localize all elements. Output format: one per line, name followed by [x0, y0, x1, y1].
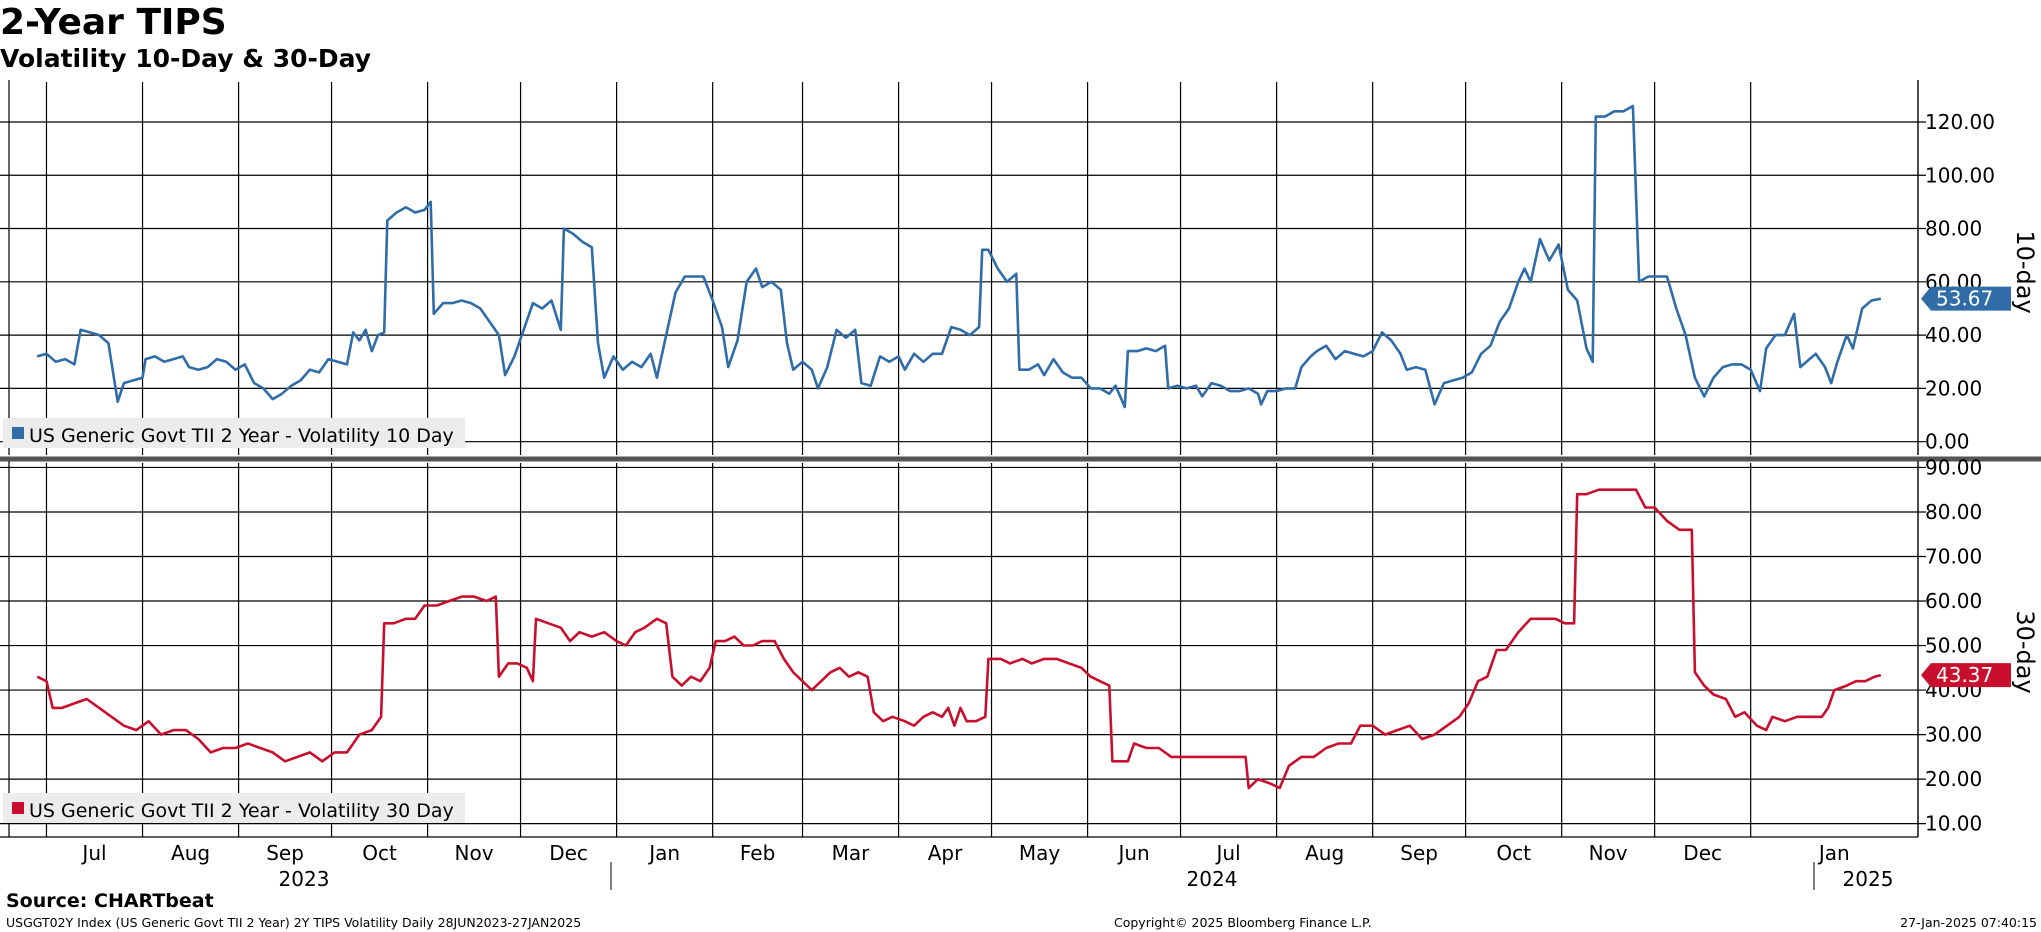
y-tick-label: 30.00 [1925, 723, 1982, 747]
x-month-label: Feb [740, 841, 775, 865]
y-tick-label: 120.00 [1925, 110, 1995, 134]
series-line-10-day [36, 104, 1882, 409]
x-month-label: Sep [266, 841, 304, 865]
x-month-label: Aug [1305, 841, 1344, 865]
footer-timestamp: 27-Jan-2025 07:40:15 [1900, 915, 2037, 930]
top-legend: US Generic Govt TII 2 Year - Volatility … [3, 418, 465, 448]
x-year-label: 2025 [1843, 867, 1894, 891]
x-axis-year-labels: 2023 2024 2025 [279, 867, 1894, 891]
bottom-last-value-text: 43.37 [1936, 663, 1993, 687]
x-axis-month-labels: Jul Aug Sep Oct Nov Dec Jan Feb Mar Apr May Jun Jul A… [80, 841, 1849, 865]
bottom-legend-label: US Generic Govt TII 2 Year - Volatility … [29, 800, 454, 822]
chart-subtitle: Volatility 10-Day & 30-Day [0, 44, 372, 73]
bottom-panel-gridlines [0, 461, 1926, 837]
x-month-label: Mar [832, 841, 871, 865]
y-tick-label: 40.00 [1925, 323, 1982, 347]
series-line-30-day [36, 488, 1882, 790]
y-tick-label: 20.00 [1925, 376, 1982, 400]
x-month-label: Jan [647, 841, 680, 865]
chart-title: 2-Year TIPS [0, 2, 227, 43]
bottom-legend: US Generic Govt TII 2 Year - Volatility … [3, 793, 465, 823]
source-label: Source: CHARTbeat [6, 890, 214, 912]
x-month-label: Oct [1496, 841, 1531, 865]
bottom-y-axis-label: 30-day [2011, 610, 2039, 693]
top-legend-background [3, 418, 465, 448]
x-month-label: Jun [1116, 841, 1149, 865]
bottom-panel-30-day: 10.0020.0030.0040.0050.0060.0070.0080.00… [0, 455, 2039, 837]
y-tick-label: 100.00 [1925, 163, 1995, 187]
x-month-label: Oct [362, 841, 397, 865]
x-month-label: Nov [455, 841, 494, 865]
y-tick-label: 0.00 [1925, 430, 1970, 454]
bottom-legend-swatch [12, 802, 24, 814]
x-month-label: May [1019, 841, 1061, 865]
y-tick-label: 70.00 [1925, 545, 1982, 569]
y-tick-label: 90.00 [1925, 455, 1982, 479]
footer-copyright: Copyright© 2025 Bloomberg Finance L.P. [1114, 915, 1372, 930]
bottom-legend-background [3, 793, 465, 823]
top-legend-swatch [12, 427, 24, 439]
x-month-label: Dec [549, 841, 588, 865]
top-legend-label: US Generic Govt TII 2 Year - Volatility … [29, 425, 454, 447]
x-month-label: Jul [80, 841, 106, 865]
x-axis: Jul Aug Sep Oct Nov Dec Jan Feb Mar Apr May Jun Jul A… [0, 836, 1918, 891]
x-month-label: Aug [171, 841, 210, 865]
x-month-label: Dec [1683, 841, 1722, 865]
top-last-value-text: 53.67 [1936, 287, 1993, 311]
y-tick-label: 10.00 [1925, 812, 1982, 836]
x-month-label: Sep [1400, 841, 1438, 865]
top-last-value-marker [1921, 286, 2011, 311]
footer-description: USGGT02Y Index (US Generic Govt TII 2 Ye… [6, 915, 582, 930]
bottom-last-value-marker [1921, 663, 2011, 688]
x-year-label: 2024 [1187, 867, 1238, 891]
top-panel-gridlines [0, 80, 1926, 455]
top-y-axis-label: 10-day [2011, 230, 2039, 313]
x-year-label: 2023 [279, 867, 330, 891]
x-month-label: Nov [1589, 841, 1628, 865]
y-tick-label: 60.00 [1925, 589, 1982, 613]
x-month-label: Apr [928, 841, 963, 865]
bottom-last-value-badge: 43.37 [1921, 663, 2011, 688]
y-tick-label: 80.00 [1925, 500, 1982, 524]
y-tick-label: 80.00 [1925, 217, 1982, 241]
top-last-value-badge: 53.67 [1921, 286, 2011, 311]
x-month-label: Jul [1215, 841, 1241, 865]
y-tick-label: 20.00 [1925, 767, 1982, 791]
y-tick-label: 50.00 [1925, 634, 1982, 658]
bottom-panel-tick-labels: 10.0020.0030.0040.0050.0060.0070.0080.00… [1925, 455, 1982, 835]
x-month-label: Jan [1817, 841, 1850, 865]
